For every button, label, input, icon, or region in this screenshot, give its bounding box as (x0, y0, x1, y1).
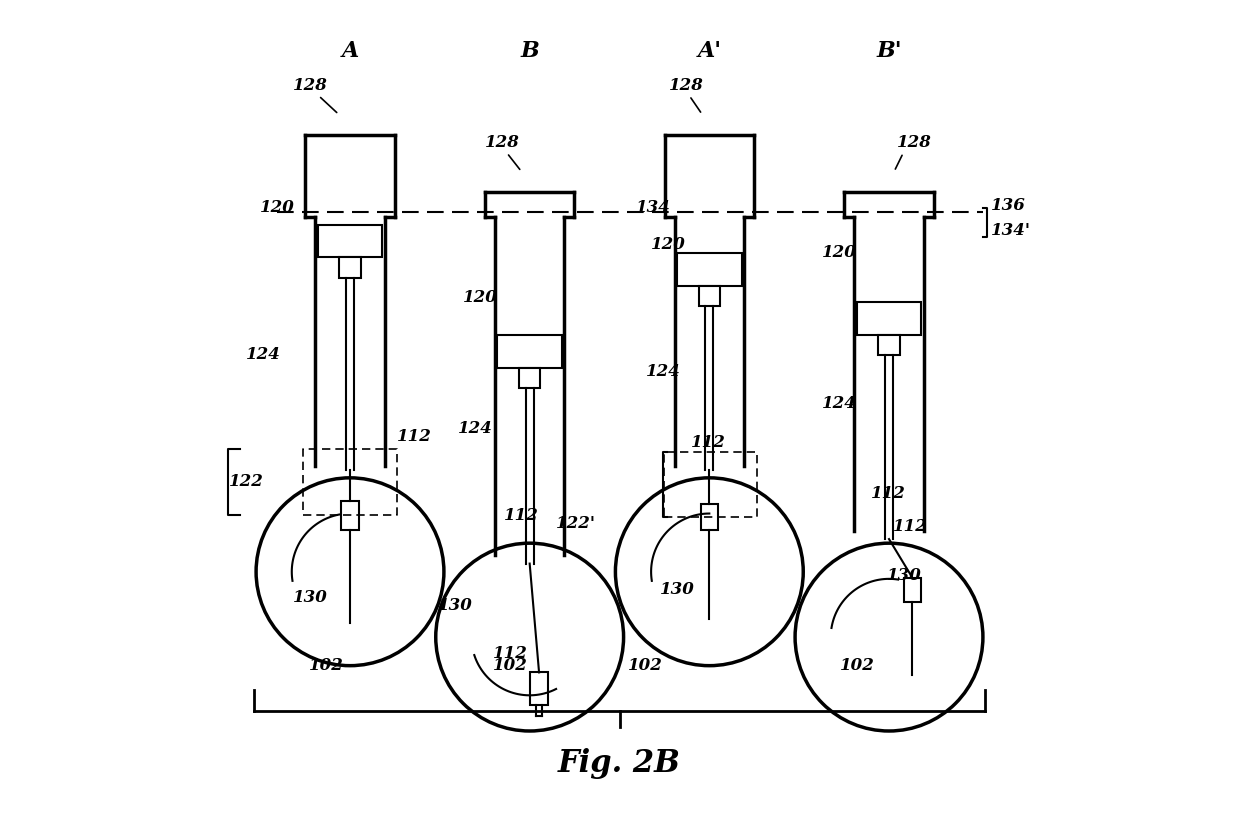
Text: 130: 130 (292, 589, 327, 606)
Bar (341, 501, 359, 530)
Text: 128: 128 (897, 134, 932, 151)
Text: 120: 120 (821, 244, 857, 262)
Text: 134': 134' (991, 222, 1031, 239)
Circle shape (795, 543, 983, 731)
Text: 120: 120 (462, 290, 498, 306)
Bar (530, 672, 548, 705)
Bar (339, 257, 361, 278)
Text: 130: 130 (887, 567, 922, 584)
Text: 124: 124 (646, 363, 680, 380)
Text: 128: 128 (484, 134, 519, 151)
Text: 102: 102 (493, 657, 528, 674)
Text: 112: 112 (503, 507, 539, 525)
Circle shape (256, 478, 444, 666)
Text: 122: 122 (229, 473, 264, 490)
Text: 120: 120 (650, 236, 685, 253)
Circle shape (616, 478, 803, 666)
Text: 112: 112 (893, 518, 928, 535)
Text: 130: 130 (660, 581, 695, 598)
Bar (878, 335, 900, 356)
Text: 134: 134 (636, 200, 670, 216)
Text: 112: 112 (493, 644, 528, 662)
Bar (497, 335, 563, 368)
Text: 124: 124 (457, 420, 493, 437)
Text: 130: 130 (439, 597, 473, 614)
Bar (701, 504, 717, 530)
Text: 102: 102 (310, 657, 344, 674)
Text: 128: 128 (292, 77, 327, 94)
Bar (519, 368, 540, 388)
Text: A': A' (698, 40, 721, 62)
Text: 102: 102 (840, 657, 875, 674)
Text: A: A (342, 40, 358, 62)
Text: 136: 136 (991, 197, 1026, 214)
Bar (856, 302, 922, 335)
Bar (317, 224, 383, 257)
Text: 128: 128 (669, 77, 704, 94)
Text: 112: 112 (871, 485, 906, 502)
Text: 102: 102 (628, 657, 663, 674)
Text: 122': 122' (556, 516, 596, 532)
Text: B': B' (876, 40, 902, 62)
Bar (676, 253, 742, 286)
Bar (904, 578, 921, 602)
Text: Fig. 2B: Fig. 2B (558, 747, 681, 779)
Text: 112: 112 (691, 434, 726, 450)
Text: 120: 120 (260, 200, 295, 216)
Circle shape (436, 543, 623, 731)
Text: 124: 124 (821, 395, 857, 412)
Text: 112: 112 (398, 428, 432, 445)
Text: B: B (520, 40, 539, 62)
Bar (699, 286, 720, 306)
Text: 124: 124 (245, 346, 280, 364)
